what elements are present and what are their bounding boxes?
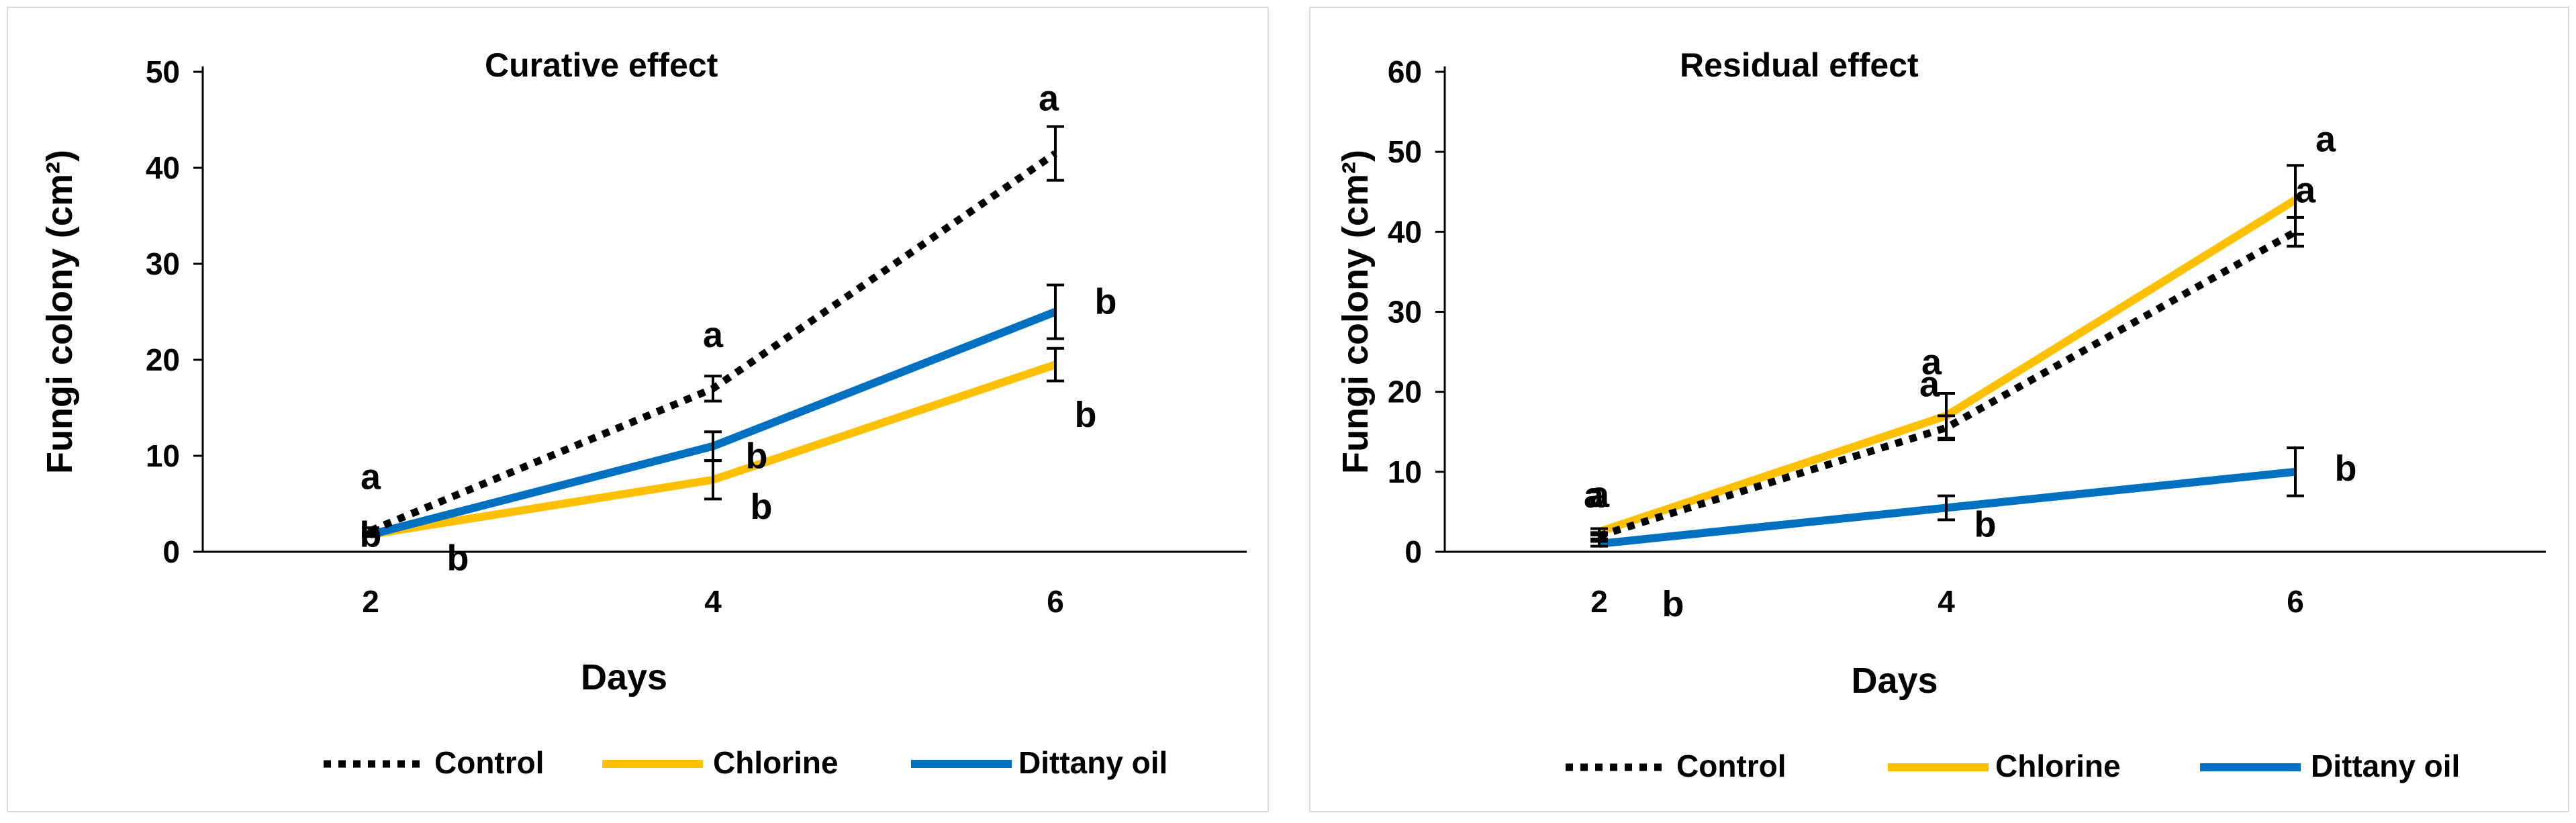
- significance-label: b: [1075, 395, 1097, 435]
- y-axis-title: Fungi colony (cm²): [1335, 150, 1376, 474]
- chart-title: Residual effect: [1680, 46, 1919, 84]
- significance-label: b: [1662, 584, 1684, 624]
- legend-label: Chlorine: [713, 745, 839, 780]
- significance-label: a: [361, 457, 381, 497]
- legend-label: Control: [1676, 748, 1786, 783]
- x-tick-label: 6: [2287, 584, 2304, 619]
- significance-label: b: [746, 436, 768, 477]
- legend-label: Control: [434, 745, 544, 780]
- significance-label: a: [1919, 364, 1940, 404]
- significance-label: a: [1589, 475, 1610, 515]
- x-axis-title: Days: [1851, 661, 1938, 701]
- y-tick-label: 10: [1388, 454, 1422, 489]
- series-line-control: [1598, 228, 2297, 540]
- y-axis-title: Fungi colony (cm²): [40, 150, 80, 474]
- significance-label: a: [1039, 79, 1059, 119]
- chart-title: Curative effect: [485, 46, 718, 84]
- significance-label: b: [360, 514, 382, 554]
- legend-label: Chlorine: [1995, 748, 2121, 783]
- significance-label: b: [447, 538, 469, 578]
- significance-label: a: [1584, 475, 1605, 516]
- significance-label: b: [751, 487, 773, 527]
- x-tick-label: 4: [1938, 584, 1955, 619]
- residual-effect-svg: 0 10 20 30 40 50 60 2 4 6 Residual effect Days Fungi…: [1335, 46, 2546, 783]
- significance-label: a: [2295, 170, 2316, 210]
- y-tick-label: 30: [1388, 295, 1422, 330]
- legend-label: Dittany oil: [2311, 748, 2460, 783]
- curative-effect-chart: 0 10 20 30 40 50 2 4 6 Curative effect Days Fungi c…: [7, 7, 1269, 812]
- significance-label: a: [703, 315, 724, 355]
- significance-label: b: [1974, 504, 1997, 544]
- significance-label: b: [2335, 448, 2357, 489]
- x-tick-label: 4: [704, 584, 722, 619]
- y-tick-label: 60: [1388, 54, 1422, 89]
- significance-label: a: [2316, 119, 2336, 160]
- x-tick-label: 2: [362, 584, 379, 619]
- significance-label: a: [1921, 342, 1942, 382]
- y-tick-label: 20: [1388, 375, 1422, 409]
- x-axis-title: Days: [581, 657, 667, 697]
- residual-effect-chart: 0 10 20 30 40 50 60 2 4 6 Residual effect Days Fungi…: [1309, 7, 2569, 812]
- legend-label: Dittany oil: [1018, 745, 1167, 780]
- y-tick-label: 50: [146, 54, 180, 89]
- y-tick-label: 20: [146, 342, 180, 377]
- y-tick-label: 0: [1404, 534, 1422, 569]
- y-tick-label: 30: [146, 246, 180, 281]
- curative-effect-svg: 0 10 20 30 40 50 2 4 6 Curative effect Days Fungi c…: [40, 46, 1247, 780]
- x-tick-label: 2: [1590, 584, 1608, 619]
- y-tick-label: 0: [162, 534, 180, 569]
- y-tick-label: 50: [1388, 134, 1422, 169]
- y-tick-label: 40: [1388, 214, 1422, 249]
- y-tick-label: 10: [146, 438, 180, 473]
- significance-label: b: [1095, 282, 1117, 322]
- x-tick-label: 6: [1047, 584, 1064, 619]
- y-tick-label: 40: [146, 150, 180, 185]
